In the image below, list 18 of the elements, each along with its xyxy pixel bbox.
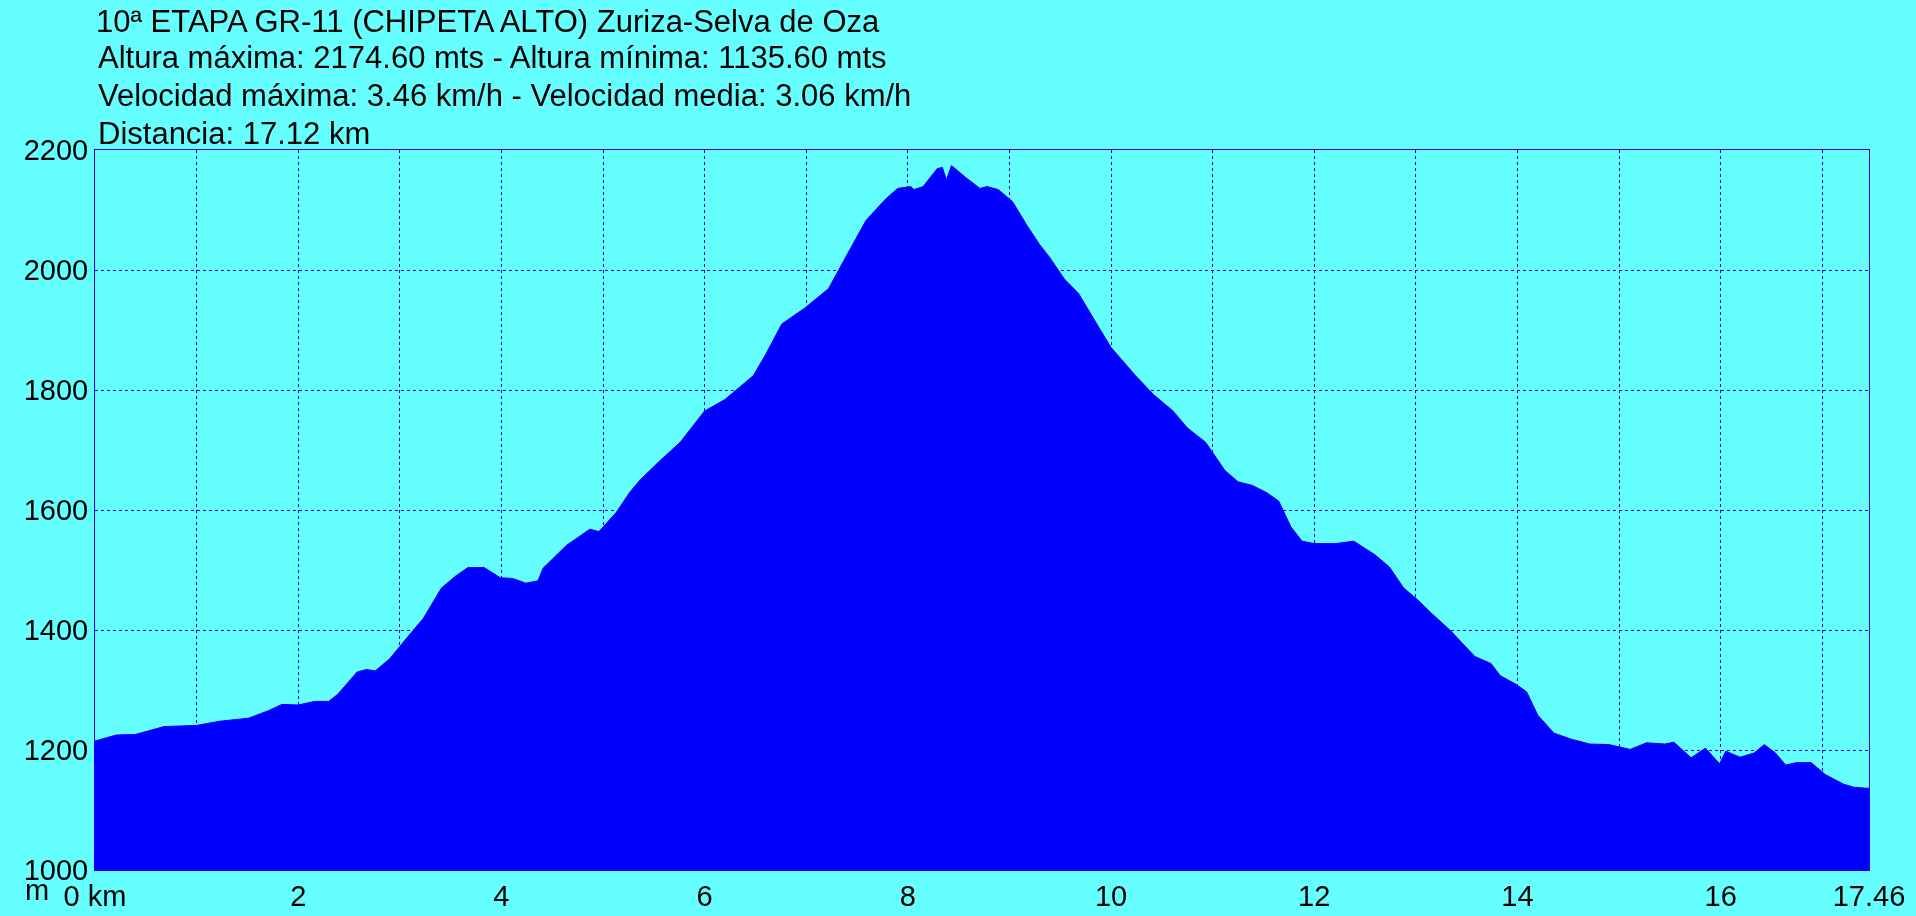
x-tick-label: 12 bbox=[1298, 879, 1331, 912]
chart-subtitle: Altura máxima: 2174.60 mts - Altura mínima: 1135.60 mts Velocidad máxima: 3.46 km/h - Velocidad media: 3.06 km/h Distancia: 17.12 km bbox=[98, 40, 912, 151]
x-tick-label: 4 bbox=[493, 879, 510, 912]
chart-title: 10ª ETAPA GR-11 (CHIPETA ALTO) Zuriza-Selva de Oza bbox=[96, 3, 881, 39]
x-tick-label: 16 bbox=[1704, 879, 1737, 912]
x-tick-label: 10 bbox=[1094, 879, 1128, 912]
y-tick-label: 1400 bbox=[23, 614, 89, 647]
y-tick-label: 2200 bbox=[23, 134, 89, 167]
x-tick-label: 2 bbox=[290, 879, 307, 912]
x-tick-label: 0 km bbox=[63, 879, 127, 912]
y-tick-label: 2000 bbox=[23, 254, 89, 287]
y-tick-label: 1800 bbox=[23, 374, 89, 407]
x-tick-label: 8 bbox=[899, 879, 916, 912]
x-tick-label: 14 bbox=[1501, 879, 1534, 912]
x-tick-label: 6 bbox=[696, 879, 713, 912]
x-tick-label: 17.46 bbox=[1832, 879, 1906, 912]
y-tick-label: 1600 bbox=[23, 494, 89, 527]
y-tick-label: 1200 bbox=[23, 734, 89, 767]
